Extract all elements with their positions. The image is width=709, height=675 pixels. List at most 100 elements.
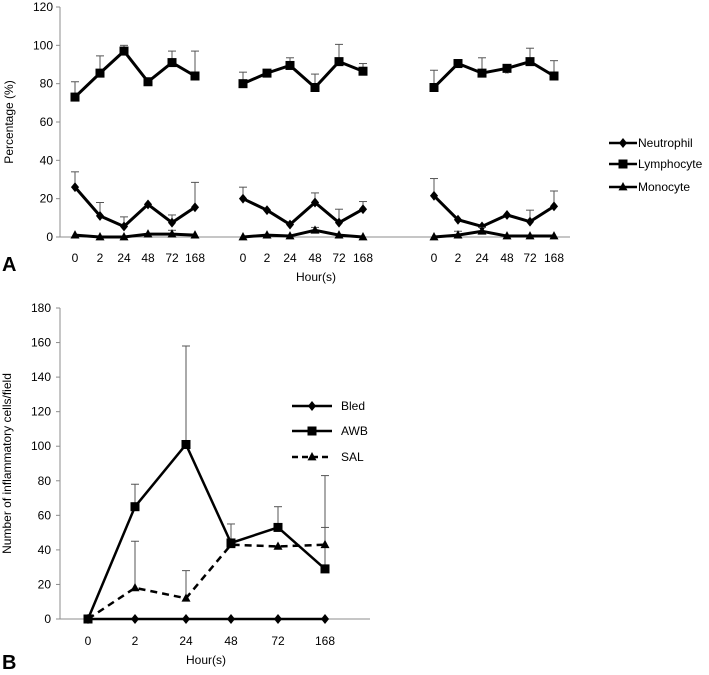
x-tick-label: 168 <box>185 251 205 265</box>
data-point-monocyte <box>477 226 487 235</box>
data-point-bled <box>181 614 191 624</box>
data-point-lymphocyte <box>262 68 272 78</box>
data-point-bled <box>130 614 140 624</box>
x-tick-label: 72 <box>165 251 179 265</box>
y-tick-label: 20 <box>38 577 52 591</box>
legend-marker-awb <box>307 426 317 436</box>
legend-label-awb: AWB <box>341 424 368 438</box>
data-point-lymphocyte <box>477 68 487 78</box>
data-point-lymphocyte <box>143 77 153 87</box>
data-point-neutrophil <box>119 221 129 232</box>
data-point-lymphocyte <box>310 83 320 92</box>
data-point-monocyte <box>429 232 439 241</box>
panel-b-chart: 0 20 40 60 80 100 120 140 160 180 0 2 24 48 72 168 Numbe… <box>0 301 370 667</box>
x-tick-label: 48 <box>224 634 238 648</box>
legend-marker-monocyte <box>618 182 628 191</box>
y-tick-label: 120 <box>33 0 53 14</box>
data-point-neutrophil <box>502 210 512 220</box>
y-tick-label: 180 <box>31 301 51 315</box>
x-tick-label: 24 <box>475 251 489 265</box>
y-tick-label: 120 <box>31 405 51 419</box>
data-point-lymphocyte <box>285 60 295 70</box>
data-point-monocyte <box>70 230 80 239</box>
legend-marker-sal <box>307 452 317 461</box>
y-tick-label: 0 <box>44 612 51 626</box>
data-point-neutrophil <box>95 210 105 221</box>
data-point-lymphocyte <box>238 79 248 89</box>
data-point-monocyte <box>190 230 200 239</box>
x-tick-label: 0 <box>431 251 438 265</box>
legend-marker-bled <box>307 401 317 411</box>
data-point-awb <box>130 502 140 512</box>
data-point-neutrophil <box>143 199 153 210</box>
data-point-neutrophil <box>190 202 200 213</box>
data-point-lymphocyte <box>549 71 559 81</box>
series-line-sal <box>87 543 326 621</box>
data-point-awb <box>273 522 283 532</box>
data-point-lymphocyte <box>190 71 200 81</box>
y-axis-label: Percentage (%) <box>2 80 16 163</box>
y-tick-label: 160 <box>31 336 51 350</box>
legend-label-monocyte: Monocyte <box>638 180 690 194</box>
data-point-monocyte <box>549 231 559 240</box>
data-point-neutrophil <box>238 193 248 204</box>
data-point-monocyte <box>453 230 463 239</box>
data-point-monocyte <box>358 232 368 241</box>
data-point-monocyte <box>334 230 344 239</box>
data-point-sal <box>320 539 330 549</box>
legend-label-lymphocyte: Lymphocyte <box>638 157 703 171</box>
y-tick-label: 20 <box>40 192 54 206</box>
data-point-neutrophil <box>262 205 272 216</box>
data-point-lymphocyte <box>95 68 105 78</box>
legend-label-sal: SAL <box>341 450 364 464</box>
data-point-bled <box>320 614 330 624</box>
data-point-neutrophil <box>358 204 368 215</box>
x-tick-label: 0 <box>240 251 247 265</box>
panel-letter-a: A <box>2 254 16 276</box>
series-line-neutrophil <box>242 197 364 227</box>
data-point-sal <box>273 541 283 550</box>
legend-label-bled: Bled <box>341 399 365 413</box>
data-point-monocyte <box>262 230 272 239</box>
y-axis-label: Number of inflammatory cells/field <box>0 373 14 554</box>
x-tick-label: 2 <box>97 251 104 265</box>
data-point-neutrophil <box>310 197 320 208</box>
data-point-bled <box>273 614 283 624</box>
data-point-neutrophil <box>525 216 535 227</box>
data-point-monocyte <box>143 229 153 238</box>
data-point-monocyte <box>95 232 105 241</box>
x-tick-label: 2 <box>264 251 271 265</box>
data-point-monocyte <box>167 229 177 238</box>
data-point-awb <box>320 564 330 574</box>
x-tick-label: 24 <box>179 634 193 648</box>
x-tick-label: 72 <box>271 634 285 648</box>
x-tick-label: 72 <box>332 251 346 265</box>
x-axis-label: Hour(s) <box>296 270 336 284</box>
data-point-lymphocyte <box>502 63 512 73</box>
y-tick-label: 80 <box>38 474 52 488</box>
data-point-sal <box>181 593 191 602</box>
x-tick-label: 72 <box>523 251 537 265</box>
data-point-monocyte <box>119 232 129 241</box>
series-line-neutrophil <box>432 194 555 229</box>
data-point-neutrophil <box>167 217 177 228</box>
y-tick-label: 0 <box>46 230 53 244</box>
y-tick-label: 100 <box>33 38 53 52</box>
legend-marker-neutrophil <box>618 138 628 148</box>
series-line-lymphocyte <box>432 60 555 89</box>
data-point-neutrophil <box>453 214 463 225</box>
data-point-neutrophil <box>70 182 80 193</box>
data-point-neutrophil <box>429 190 439 201</box>
data-point-lymphocyte <box>167 58 177 68</box>
data-point-lymphocyte <box>525 57 535 67</box>
x-tick-label: 0 <box>85 634 92 648</box>
series-line-monocyte <box>433 229 554 239</box>
y-tick-label: 60 <box>38 508 52 522</box>
series-line-neutrophil <box>73 186 196 229</box>
series-line-awb <box>86 442 326 620</box>
y-tick-label: 60 <box>40 115 54 129</box>
x-tick-label: 48 <box>141 251 155 265</box>
panel-letter-b: B <box>2 652 16 674</box>
